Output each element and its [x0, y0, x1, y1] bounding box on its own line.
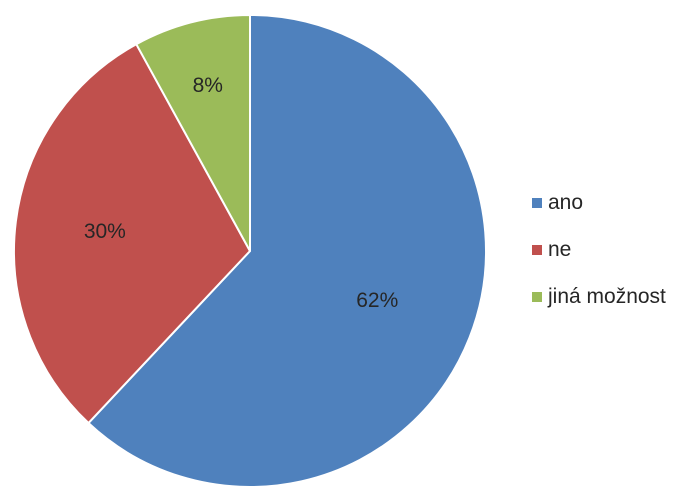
pie-slice-ne	[13, 43, 251, 425]
data-label-jina-moznost: 8%	[193, 74, 223, 97]
data-label-ano: 62%	[356, 289, 398, 312]
legend-label-jina-moznost: jiná možnost	[548, 285, 666, 308]
legend-item-jina-moznost: jiná možnost	[532, 282, 666, 312]
legend-swatch-jina-moznost	[532, 292, 542, 302]
legend-item-ano: ano	[532, 188, 666, 218]
pie-slice-ano	[87, 14, 487, 488]
legend: ano ne jiná možnost	[532, 188, 666, 329]
legend-swatch-ne	[532, 245, 542, 255]
legend-item-ne: ne	[532, 235, 666, 265]
legend-label-ne: ne	[548, 238, 572, 261]
legend-swatch-ano	[532, 198, 542, 208]
data-label-ne: 30%	[84, 220, 126, 243]
legend-label-ano: ano	[548, 191, 584, 214]
pie-slice-jina-moznost	[135, 14, 251, 252]
